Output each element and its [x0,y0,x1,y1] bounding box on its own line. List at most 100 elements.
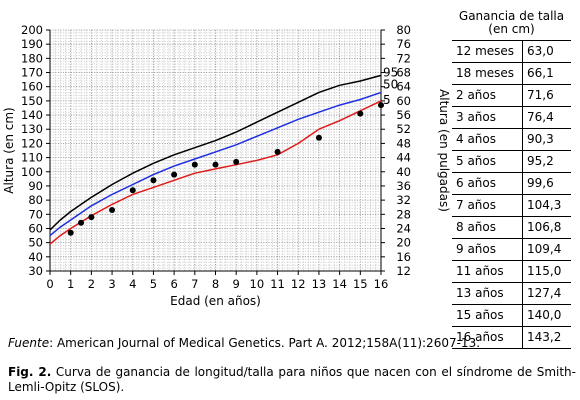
y-tick-label: 170 [21,66,43,80]
x-tick-label: 13 [312,277,327,291]
y2-tick-label: 72 [396,51,411,65]
y2-tick-label: 40 [396,165,411,179]
y2-tick-label: 24 [396,221,411,235]
y2-tick-label: 20 [396,236,411,250]
table-cell-gain: 90,3 [522,128,571,151]
table-cell-gain: 99,6 [522,172,571,195]
y2-tick-label: 80 [396,23,411,37]
figure-label: Fig. 2. [8,365,52,379]
table-row: 13 años 127,4 [452,282,571,305]
table-cell-age: 9 años [452,238,523,261]
data-point [150,177,157,184]
y-tick-label: 180 [21,51,43,65]
table-cell-age: 18 meses [452,62,523,85]
y2-tick-label: 12 [396,264,411,278]
source-label: Fuente [8,336,50,350]
y2-tick-label: 64 [396,80,411,94]
x-tick-label: 11 [270,277,285,291]
y-tick-label: 130 [21,122,43,136]
table-cell-age: 16 años [452,326,523,349]
y2-tick-label: 36 [396,179,411,193]
y-tick-label: 160 [21,80,43,94]
x-tick-label: 4 [129,277,136,291]
table-row: 9 años 109,4 [452,238,571,261]
y-tick-label: 190 [21,37,43,51]
x-tick-label: 9 [233,277,240,291]
x-tick-label: 0 [46,277,53,291]
y-tick-label: 60 [28,221,43,235]
data-point [171,171,178,178]
y2-tick-label: 56 [396,108,411,122]
x-tick-label: 8 [212,277,219,291]
y2-tick-label: 28 [396,207,411,221]
table-row: 11 años 115,0 [452,260,571,283]
y-tick-label: 70 [28,207,43,221]
data-point [274,148,281,155]
data-point [212,161,219,168]
table-row: 5 años 95,2 [452,150,571,173]
data-point [357,110,364,117]
data-point [88,214,95,221]
table-cell-gain: 115,0 [522,260,571,283]
table-cell-gain: 106,8 [522,216,571,239]
table-header: Ganancia de talla (en cm) [452,8,571,41]
data-point [129,187,136,194]
table-cell-gain: 71,6 [522,84,571,107]
x-tick-label: 12 [291,277,306,291]
source-note: Fuente: American Journal of Medical Gene… [8,336,480,350]
table-row: 18 meses 66,1 [452,62,571,85]
data-point [191,161,198,168]
chart-labels: 3040506070809010011012013014015016017018… [2,23,451,308]
y2-tick-label: 68 [396,66,411,80]
data-point [315,134,322,141]
chart-axes [46,29,385,275]
table-cell-age: 2 años [452,84,523,107]
table-row: 2 años 71,6 [452,84,571,107]
table-cell-age: 5 años [452,150,523,173]
table-cell-gain: 109,4 [522,238,571,261]
table-row: 12 meses 63,0 [452,40,571,63]
table-row: 16 años 143,2 [452,326,571,349]
y-tick-label: 120 [21,136,43,150]
figure-caption: Fig. 2. Curva de ganancia de longitud/ta… [8,365,576,395]
height-gain-table: Ganancia de talla (en cm) 12 meses 63,0 18… [452,8,571,349]
series-label-p50: 50 [383,77,398,91]
table-cell-gain: 66,1 [522,62,571,85]
y2-tick-label: 52 [396,122,411,136]
y-tick-label: 90 [28,179,43,193]
table-cell-gain: 143,2 [522,326,571,349]
table-cell-age: 15 años [452,304,523,327]
x-tick-label: 5 [150,277,157,291]
table-cell-age: 7 años [452,194,523,217]
table-cell-age: 13 años [452,282,523,305]
x-tick-label: 3 [108,277,115,291]
data-point [109,207,116,214]
chart-lines [49,74,382,245]
y2-tick-label: 60 [396,94,411,108]
source-text: : American Journal of Medical Genetics. … [49,336,481,350]
table-cell-gain: 127,4 [522,282,571,305]
y-tick-label: 50 [28,236,43,250]
x-tick-label: 2 [88,277,95,291]
x-tick-label: 1 [67,277,74,291]
table-cell-gain: 104,3 [522,194,571,217]
table-cell-age: 4 años [452,128,523,151]
table-cell-age: 12 meses [452,40,523,63]
y2-tick-label: 76 [396,37,411,51]
figure-caption-text: Curva de ganancia de longitud/talla para… [8,365,576,394]
series-line-p95 [49,74,382,231]
y2-tick-label: 44 [396,151,411,165]
y-tick-label: 150 [21,94,43,108]
y2-tick-label: 16 [396,250,411,264]
y-tick-label: 30 [28,264,43,278]
y-tick-label: 40 [28,250,43,264]
y-tick-label: 80 [28,193,43,207]
x-tick-label: 6 [170,277,177,291]
table-row: 15 años 140,0 [452,304,571,327]
y-tick-label: 110 [21,151,43,165]
x-tick-label: 7 [191,277,198,291]
table-cell-gain: 95,2 [522,150,571,173]
table-cell-age: 6 años [452,172,523,195]
x-tick-label: 16 [374,277,389,291]
series-label-p5: 5 [383,93,391,107]
